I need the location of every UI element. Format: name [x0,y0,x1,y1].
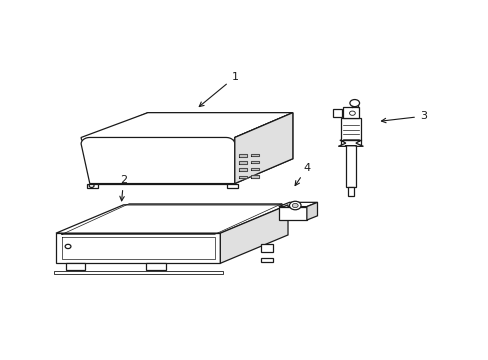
Polygon shape [238,176,247,178]
Polygon shape [234,113,292,184]
Polygon shape [306,202,317,220]
Polygon shape [250,168,259,170]
Bar [343,107,358,118]
Polygon shape [238,161,247,164]
Bar [345,145,355,187]
Polygon shape [338,140,363,146]
Polygon shape [250,175,259,177]
Bar [87,184,98,188]
Bar [341,118,360,145]
Bar [227,184,238,188]
Bar [53,271,223,274]
Polygon shape [238,168,247,171]
Polygon shape [81,138,234,184]
Polygon shape [220,205,287,263]
Text: 3: 3 [381,111,426,123]
Polygon shape [90,138,234,184]
Circle shape [289,201,301,210]
Polygon shape [238,154,247,157]
Text: 2: 2 [120,175,127,201]
Polygon shape [250,154,259,156]
Polygon shape [278,207,306,220]
Circle shape [292,203,298,208]
Polygon shape [234,113,292,184]
Polygon shape [90,113,292,138]
Polygon shape [278,202,317,207]
Bar [261,244,272,252]
Bar [261,258,272,262]
Text: 4: 4 [294,163,310,185]
Bar [347,187,353,196]
Polygon shape [56,233,220,263]
Bar [146,263,165,270]
Bar [65,263,85,270]
Text: 1: 1 [199,72,238,107]
Polygon shape [81,113,292,144]
Bar [333,109,342,117]
Polygon shape [250,161,259,163]
Polygon shape [56,205,287,233]
